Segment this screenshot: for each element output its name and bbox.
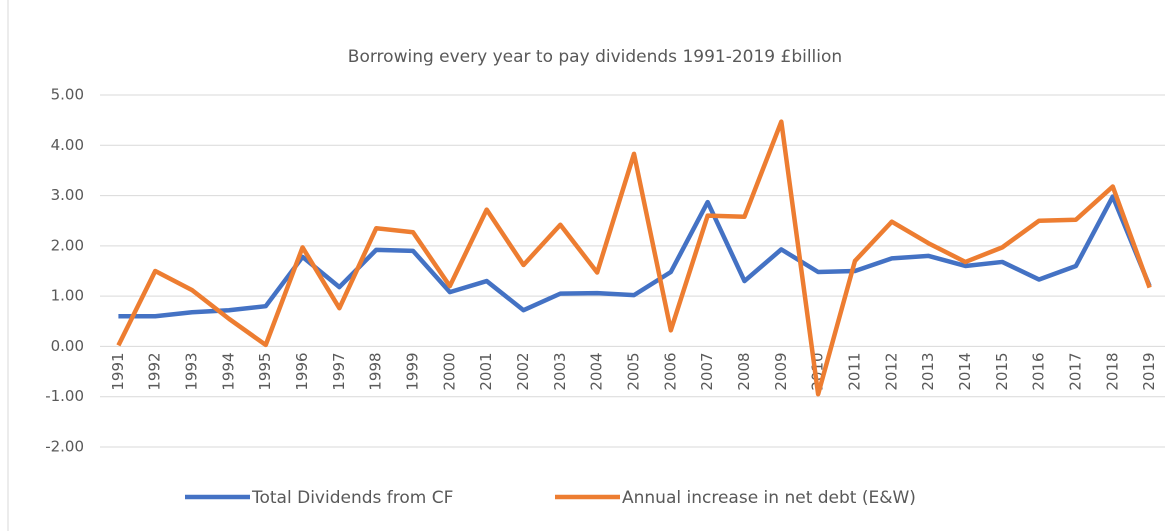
- x-tick-label: 2004: [588, 352, 606, 390]
- x-tick-label: 2011: [845, 352, 863, 390]
- x-tick-label: 1992: [146, 352, 164, 390]
- y-tick-label: 0.00: [51, 337, 84, 355]
- y-tick-label: -1.00: [45, 387, 84, 405]
- x-tick-label: 2019: [1140, 352, 1158, 390]
- x-tick-label: 2005: [625, 352, 643, 390]
- x-tick-label: 1995: [256, 352, 274, 390]
- y-tick-label: 1.00: [51, 287, 84, 305]
- series-line: [116, 119, 1152, 397]
- x-tick-label: 1998: [367, 352, 385, 390]
- x-tick-label: 2009: [772, 352, 790, 390]
- x-tick-label: 1993: [183, 352, 201, 390]
- series-line: [118, 194, 1152, 319]
- x-tick-label: 2012: [882, 352, 900, 390]
- x-tick-label: 2003: [551, 352, 569, 390]
- x-tick-label: 2001: [477, 352, 495, 390]
- chart-title: Borrowing every year to pay dividends 19…: [348, 47, 842, 67]
- x-tick-label: 1999: [404, 352, 422, 390]
- x-tick-label: 2008: [735, 352, 753, 390]
- x-tick-label: 2018: [1103, 352, 1121, 390]
- x-tick-label: 2007: [698, 352, 716, 390]
- legend-label: Total Dividends from CF: [251, 488, 453, 508]
- legend-label: Annual increase in net debt (E&W): [622, 488, 916, 508]
- y-tick-label: 4.00: [51, 136, 84, 154]
- y-tick-label: -2.00: [45, 438, 84, 456]
- x-tick-label: 2015: [993, 352, 1011, 390]
- x-tick-label: 2000: [440, 352, 458, 390]
- x-tick-label: 2014: [956, 352, 974, 390]
- x-tick-label: 2016: [1030, 352, 1048, 390]
- x-tick-label: 1991: [109, 352, 127, 390]
- y-tick-label: 2.00: [51, 236, 84, 254]
- x-tick-label: 2017: [1066, 352, 1084, 390]
- x-tick-label: 1997: [330, 352, 348, 390]
- x-tick-label: 2006: [661, 352, 679, 390]
- y-tick-label: 5.00: [51, 86, 84, 104]
- y-tick-label: 3.00: [51, 186, 84, 204]
- x-tick-label: 2013: [919, 352, 937, 390]
- x-tick-label: 1994: [219, 352, 237, 390]
- x-tick-label: 1996: [293, 352, 311, 390]
- x-tick-label: 2002: [514, 352, 532, 390]
